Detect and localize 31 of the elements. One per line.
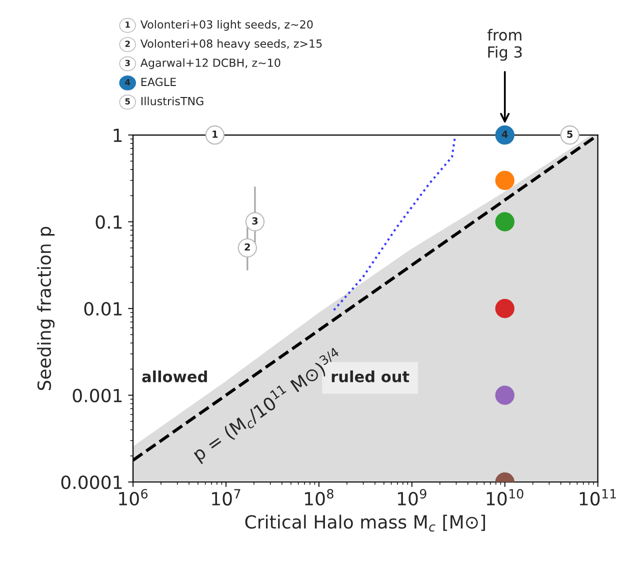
x-tick-label: 10$^{6}$	[119, 489, 148, 506]
text: 2	[125, 40, 130, 47]
y-tick-label: 0.01	[84, 302, 122, 316]
y-tick-label: 0.0001	[61, 475, 122, 490]
annotation: 4	[502, 130, 508, 138]
legend-label: Volonteri+03 light seeds, z~20	[140, 20, 313, 31]
legend-label: Volonteri+08 heavy seeds, z>15	[140, 39, 322, 50]
x-axis-title: Critical Halo mass M$_{c}$ [M⊙]	[245, 514, 485, 532]
annotation: 2	[244, 243, 250, 251]
annotation: 1	[212, 130, 218, 138]
annotation: ruled out	[332, 370, 410, 382]
text: 1	[126, 22, 130, 28]
x-tick-label: 10$^{9}$	[398, 489, 426, 506]
x-tick-label: 10$^{7}$	[212, 489, 240, 506]
legend-label: IllustrisTNG	[141, 96, 204, 106]
y-tick-label: 1	[114, 128, 122, 142]
text: from Fig 3	[487, 28, 522, 61]
y-axis-title: Seeding fraction p	[37, 226, 55, 390]
annotation: 3	[252, 217, 258, 225]
y-tick-label: 0.1	[96, 215, 122, 229]
text: 5	[125, 98, 130, 104]
text: 3	[125, 60, 130, 66]
x-tick-label: 10$^{11}$	[580, 489, 616, 506]
y-tick-label: 0.001	[72, 388, 122, 402]
legend-label: EAGLE	[141, 78, 176, 86]
legend-label: Agarwal+12 DCBH, z~10	[140, 58, 280, 70]
x-tick-label: 10$^{10}$	[486, 489, 524, 506]
annotation: allowed	[142, 370, 207, 382]
x-tick-label: 10$^{8}$	[305, 489, 334, 506]
annotation: 5	[567, 130, 573, 138]
text: 4	[125, 79, 130, 86]
